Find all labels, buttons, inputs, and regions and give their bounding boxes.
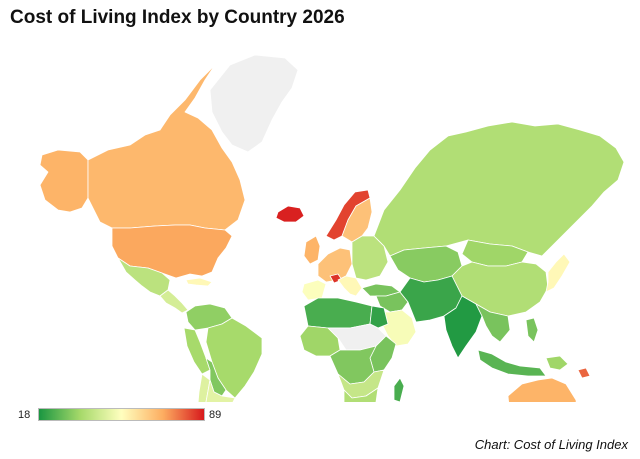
world-map: Alaska: 70 Canada: 69 Greenland United S… — [39, 54, 625, 402]
region-indonesia[interactable]: Indonesia: 26 — [477, 349, 547, 377]
legend-min-label: 18 — [18, 409, 31, 421]
region-arabian-peninsula[interactable]: Arabian Peninsula: 52 — [379, 309, 417, 347]
region-alaska[interactable]: Alaska: 70 — [39, 149, 89, 213]
region-southeast-asia[interactable]: Southeast Asia: 30 — [475, 303, 511, 343]
region-greenland[interactable]: Greenland — [209, 54, 299, 153]
region-egypt[interactable]: Egypt: 21 — [369, 305, 389, 329]
region-peru-ecuador[interactable]: Peru and Ecuador: 36 — [183, 327, 211, 375]
legend-max-label: 89 — [209, 409, 222, 421]
legend-color-scale — [38, 408, 205, 421]
region-argentina-uruguay[interactable]: Argentina and Uruguay: 48 — [203, 379, 236, 402]
region-caribbean[interactable]: Caribbean: 55 — [185, 277, 213, 287]
region-philippines[interactable]: Philippines: 30 — [525, 317, 539, 343]
region-uk-ireland[interactable]: United Kingdom and Ireland: 70 — [303, 235, 321, 265]
region-central-america[interactable]: Central America: 45 — [159, 289, 189, 314]
region-russia[interactable]: Russia: 38 — [373, 121, 625, 257]
chart-title: Cost of Living Index by Country 2026 — [10, 7, 345, 28]
region-italy-balkans[interactable]: Italy and Balkans: 55 — [337, 275, 363, 297]
region-iceland[interactable]: Iceland: 88 — [275, 205, 305, 223]
region-iberia[interactable]: Iberia: 53 — [301, 279, 327, 301]
region-eastern-europe[interactable]: Eastern Europe: 40 — [351, 235, 389, 281]
region-madagascar[interactable]: Madagascar: 24 — [393, 377, 405, 402]
region-india[interactable]: India: 19 — [443, 295, 483, 359]
region-western-europe[interactable]: Western Europe: 67 — [317, 247, 353, 283]
chart-source: Chart: Cost of Living Index — [474, 437, 628, 452]
region-south-africa[interactable]: South Africa: 38 — [343, 387, 379, 402]
region-australia[interactable]: Australia: 70 — [507, 377, 578, 402]
region-papua-new-guinea[interactable]: Papua New Guinea: 35 — [545, 355, 569, 371]
region-north-africa[interactable]: North Africa: 24 — [303, 297, 373, 329]
region-japan-korea[interactable]: Japan and Korea: 55 — [545, 253, 571, 293]
region-middle-east[interactable]: Middle East: 30 — [375, 291, 409, 313]
region-pacific-islands[interactable]: Pacific Islands: 80 — [577, 367, 591, 379]
